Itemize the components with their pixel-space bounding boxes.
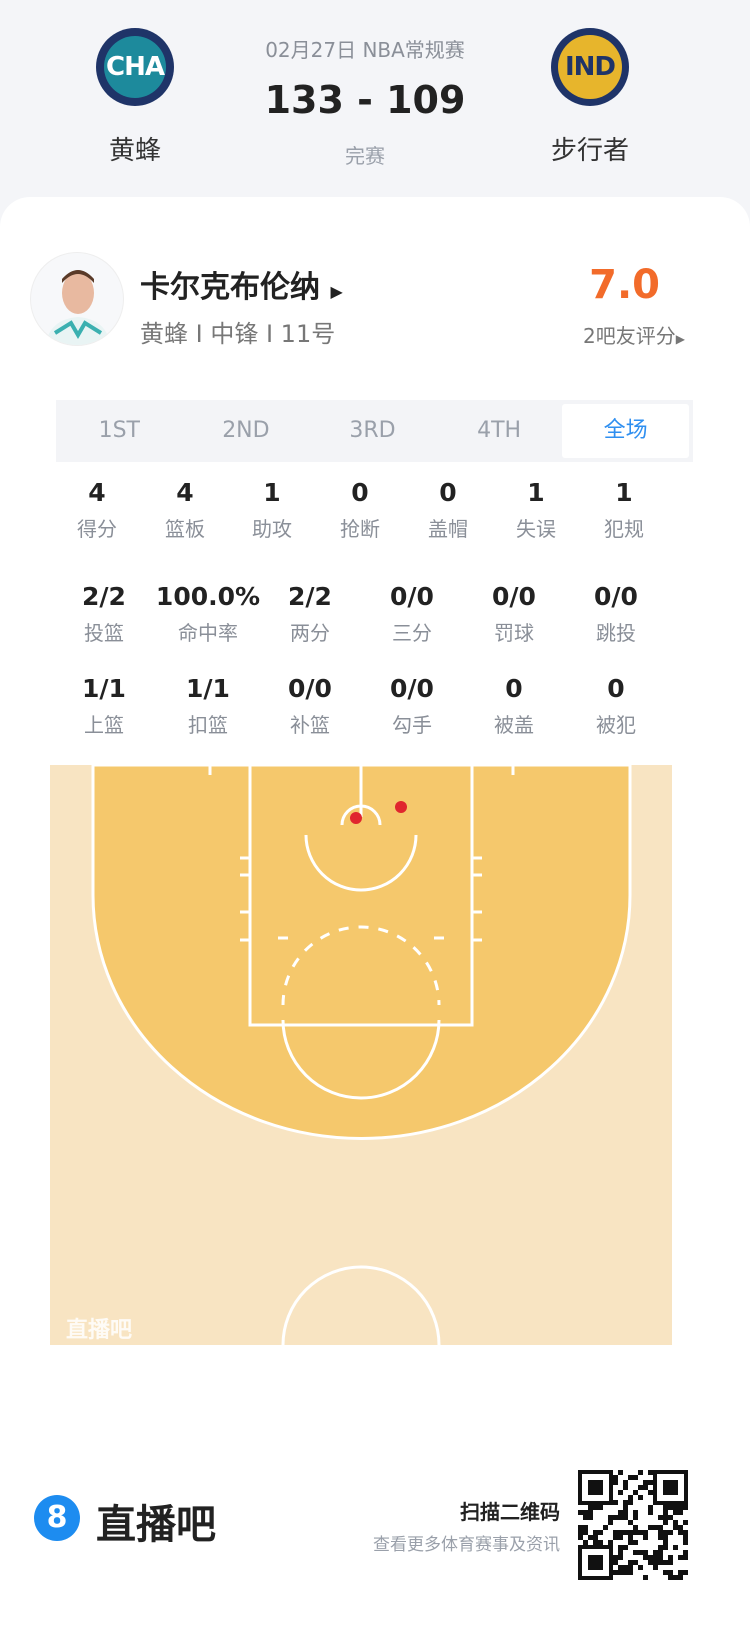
- stat-item: 0 被犯: [561, 674, 671, 738]
- rating-link[interactable]: 2吧友评分▶: [540, 320, 685, 349]
- stat-label: 勾手: [392, 713, 432, 737]
- player-name-link[interactable]: 卡尔克布伦纳 ▶: [140, 262, 343, 306]
- stat-item: 0 盖帽: [393, 478, 503, 542]
- rating-label: 2吧友评分: [583, 324, 676, 348]
- stat-value: 0: [607, 674, 625, 703]
- stat-value: 0: [351, 478, 369, 507]
- tab-4th[interactable]: 4TH: [477, 418, 522, 443]
- game-date-type: 02月27日 NBA常规赛: [265, 38, 465, 62]
- stat-value: 1: [615, 478, 633, 507]
- stat-value: 0/0: [594, 582, 638, 611]
- stat-value: 0/0: [288, 674, 332, 703]
- court-watermark: 直播吧: [66, 1318, 133, 1343]
- three-point-line: [91, 765, 632, 1140]
- cha-logo-text: CHA: [104, 36, 166, 98]
- stat-label: 上篮: [84, 713, 124, 737]
- stat-item: 2/2 两分: [255, 582, 365, 646]
- stat-item: 4 篮板: [130, 478, 240, 542]
- stat-item: 1/1 上篮: [49, 674, 159, 738]
- made-shot-marker[interactable]: [395, 801, 407, 813]
- stat-item: 1 失误: [481, 478, 591, 542]
- player-rating: 7.0: [589, 262, 660, 308]
- stat-label: 抢断: [340, 517, 380, 541]
- stat-label: 跳投: [596, 621, 636, 645]
- paint: [248, 765, 474, 1027]
- player-avatar[interactable]: [30, 252, 124, 346]
- period-tabs: 1ST 2ND 3RD 4TH 全场: [56, 400, 693, 462]
- stat-value: 100.0%: [155, 582, 261, 611]
- stat-item: 0/0 三分: [357, 582, 467, 646]
- stat-value: 1/1: [82, 674, 126, 703]
- stat-label: 失误: [516, 517, 556, 541]
- stat-value: 1: [527, 478, 545, 507]
- player-photo-icon: [45, 270, 111, 345]
- stat-label: 补篮: [290, 713, 330, 737]
- away-team-name[interactable]: 步行者: [550, 136, 629, 166]
- stat-value: 4: [88, 478, 106, 507]
- stat-value: 0/0: [492, 582, 536, 611]
- stat-label: 两分: [290, 621, 330, 645]
- stat-item: 0/0 勾手: [357, 674, 467, 738]
- game-score: 133 - 109: [264, 78, 466, 122]
- stat-label: 三分: [392, 621, 432, 645]
- stat-label: 扣篮: [188, 713, 228, 737]
- stat-value: 1: [263, 478, 281, 507]
- hoop-arc: [340, 804, 382, 826]
- player-name: 卡尔克布伦纳: [140, 270, 320, 305]
- stat-label: 得分: [77, 517, 117, 541]
- stat-label: 罚球: [494, 621, 534, 645]
- stat-item: 2/2 投篮: [49, 582, 159, 646]
- stat-value: 1/1: [186, 674, 230, 703]
- stat-label: 盖帽: [428, 517, 468, 541]
- tab-2nd[interactable]: 2ND: [222, 418, 270, 443]
- game-status: 完赛: [345, 144, 385, 168]
- ind-team-logo[interactable]: IND: [551, 28, 629, 106]
- stat-value: 0/0: [390, 582, 434, 611]
- stat-value: 2/2: [82, 582, 126, 611]
- stat-item: 0/0 跳投: [561, 582, 671, 646]
- player-info: 黄蜂 I 中锋 I 11号: [140, 320, 336, 348]
- stat-value: 0: [505, 674, 523, 703]
- stat-item: 0/0 罚球: [459, 582, 569, 646]
- center-circle: [281, 1265, 441, 1345]
- stat-item: 4 得分: [42, 478, 152, 542]
- stat-item: 0 抢断: [305, 478, 415, 542]
- tab-3rd[interactable]: 3RD: [349, 418, 396, 443]
- stat-label: 犯规: [604, 517, 644, 541]
- stat-item: 100.0% 命中率: [153, 582, 263, 646]
- free-throw-circle-bottom: [281, 1019, 441, 1100]
- qr-code-icon[interactable]: [578, 1470, 688, 1580]
- brand-name: 直播吧: [96, 1502, 216, 1548]
- stat-label: 被盖: [494, 713, 534, 737]
- caret-right-icon: ▶: [330, 282, 343, 301]
- stat-item: 1 犯规: [569, 478, 679, 542]
- stat-value: 0: [439, 478, 457, 507]
- stat-label: 命中率: [178, 621, 238, 645]
- scan-title: 扫描二维码: [460, 1500, 560, 1524]
- brand-logo-icon: 8: [34, 1495, 80, 1541]
- made-shot-marker[interactable]: [350, 812, 362, 824]
- stat-item: 0 被盖: [459, 674, 569, 738]
- stat-value: 4: [176, 478, 194, 507]
- stat-value: 2/2: [288, 582, 332, 611]
- free-throw-circle-top: [281, 925, 441, 1006]
- shot-chart-court: [50, 765, 672, 1345]
- stat-item: 1 助攻: [217, 478, 327, 542]
- stat-value: 0/0: [390, 674, 434, 703]
- ind-logo-text: IND: [558, 35, 622, 99]
- stat-label: 篮板: [165, 517, 205, 541]
- tab-1st[interactable]: 1ST: [98, 418, 140, 443]
- restricted-area: [304, 834, 418, 892]
- stat-item: 1/1 扣篮: [153, 674, 263, 738]
- caret-right-icon: ▶: [675, 332, 685, 346]
- cha-team-logo[interactable]: CHA: [96, 28, 174, 106]
- stat-item: 0/0 补篮: [255, 674, 365, 738]
- stat-label: 投篮: [84, 621, 124, 645]
- home-team-name[interactable]: 黄蜂: [108, 136, 161, 166]
- stat-label: 被犯: [596, 713, 636, 737]
- scan-subtitle: 查看更多体育赛事及资讯: [373, 1535, 560, 1555]
- tab-full-game[interactable]: 全场: [562, 404, 689, 458]
- stat-label: 助攻: [252, 517, 292, 541]
